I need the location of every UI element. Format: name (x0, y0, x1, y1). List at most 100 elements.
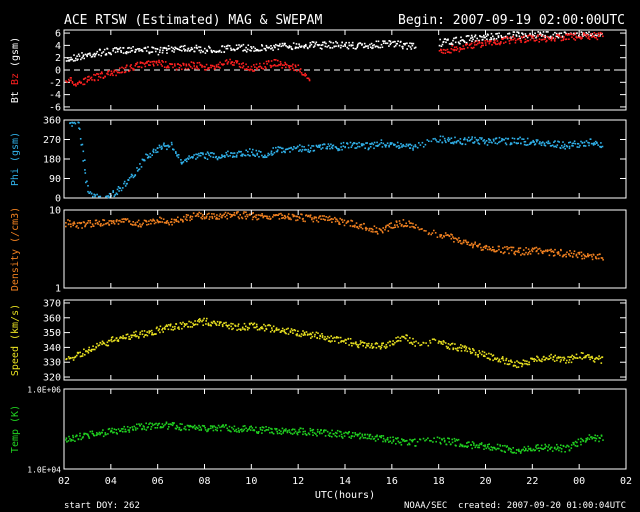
phi-point (116, 188, 119, 191)
density-point (65, 222, 67, 224)
phi-point (340, 142, 342, 145)
speed-point (194, 323, 197, 326)
density-point (221, 216, 223, 219)
mag-point (217, 63, 220, 66)
temp-point (412, 439, 414, 441)
temp-point (241, 430, 243, 433)
speed-point (571, 354, 573, 357)
density-point (384, 228, 386, 231)
mag-point (168, 66, 170, 69)
mag-point (257, 50, 260, 52)
temp-point (164, 423, 166, 426)
phi-point (354, 147, 356, 149)
density-point (380, 229, 382, 231)
speed-point (594, 358, 596, 360)
density-point (219, 213, 222, 215)
mag-point (339, 46, 342, 49)
mag-point (68, 60, 71, 62)
mag-point (505, 35, 507, 38)
temp-point (233, 425, 236, 428)
mag-point (248, 69, 251, 72)
phi-point (352, 143, 354, 145)
mag-point (509, 37, 511, 39)
temp-point (167, 428, 169, 430)
temp-point (433, 437, 435, 439)
phi-point (563, 143, 566, 146)
density-point (153, 220, 156, 222)
speed-point (172, 326, 174, 328)
mag-point (245, 63, 247, 66)
density-point (103, 219, 106, 222)
phi-point (265, 156, 268, 158)
density-point (284, 215, 286, 217)
speed-point (290, 328, 293, 330)
temp-point (483, 448, 485, 450)
mag-point (510, 36, 512, 39)
speed-point (468, 347, 470, 350)
phi-point (175, 152, 177, 154)
speed-point (154, 333, 156, 335)
phi-point (361, 144, 363, 147)
mag-point (238, 44, 240, 46)
density-point (360, 223, 363, 226)
density-point (101, 224, 104, 227)
temp-point (297, 431, 300, 433)
phi-point (551, 144, 554, 147)
temp-point (389, 440, 392, 442)
speed-point (492, 354, 495, 356)
mag-point (470, 42, 473, 45)
speed-point (98, 344, 101, 346)
x-tick-label: 22 (526, 476, 538, 487)
temp-point (494, 447, 496, 450)
mag-point (260, 67, 263, 69)
mag-point (272, 64, 275, 67)
mag-point (244, 49, 247, 52)
phi-point (338, 148, 340, 150)
mag-point (580, 38, 582, 40)
mag-point (185, 64, 188, 67)
mag-point (144, 47, 147, 50)
mag-point (543, 38, 545, 41)
temp-point (510, 450, 512, 453)
temp-point (553, 447, 556, 450)
mag-point (105, 53, 108, 55)
phi-point (509, 143, 512, 146)
phi-point (272, 147, 274, 149)
mag-point (303, 46, 305, 48)
mag-point (139, 61, 142, 63)
temp-point (398, 441, 401, 444)
speed-point (89, 349, 91, 352)
density-point (313, 216, 316, 218)
density-point (421, 228, 423, 230)
mag-point (512, 34, 515, 36)
phi-point (251, 151, 253, 153)
density-point (575, 253, 578, 256)
mag-point (602, 35, 604, 38)
mag-point (75, 57, 77, 60)
speed-point (444, 342, 447, 344)
temp-point (534, 449, 536, 451)
mag-point (179, 49, 181, 51)
phi-ytick-label: 90 (49, 174, 61, 185)
mag-point (507, 33, 509, 35)
speed-point (370, 344, 373, 347)
speed-point (375, 342, 377, 344)
speed-point (166, 325, 169, 327)
temp-point (255, 426, 257, 429)
speed-point (285, 332, 287, 335)
density-point (211, 217, 214, 220)
phi-point (471, 138, 473, 140)
phi-point (270, 150, 273, 153)
mag-point (263, 62, 265, 65)
speed-point (253, 322, 256, 325)
mag-point (271, 65, 273, 67)
mag-point (178, 48, 180, 51)
phi-point (350, 146, 353, 148)
density-point (287, 213, 290, 215)
temp-point (89, 430, 92, 433)
speed-point (284, 332, 286, 334)
speed-point (336, 336, 338, 339)
phi-point (364, 147, 366, 149)
density-point (456, 239, 459, 241)
phi-point (171, 143, 173, 146)
